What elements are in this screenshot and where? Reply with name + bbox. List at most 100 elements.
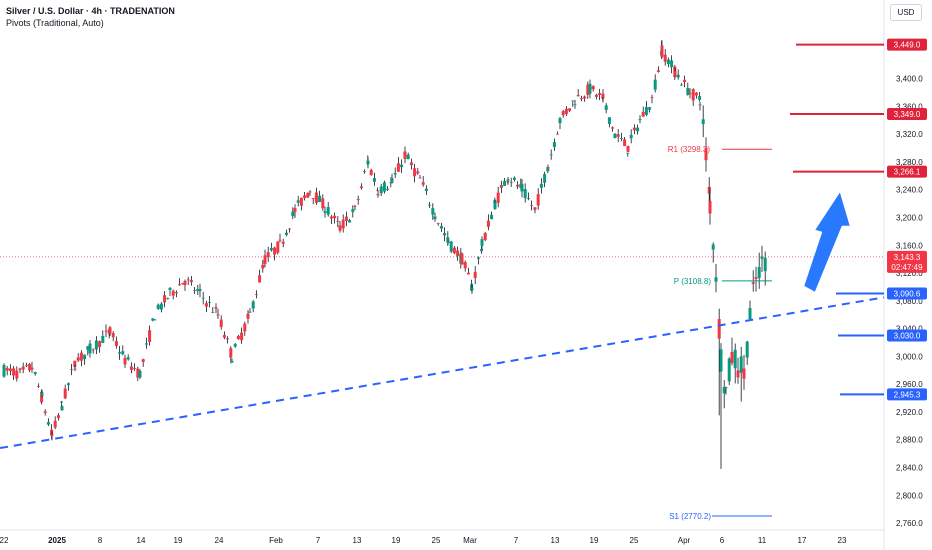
x-tick-label: 19 [590,536,599,545]
candle-body [591,86,595,90]
candle-body [698,96,702,100]
x-tick-label: 25 [432,536,441,545]
candle-body [118,352,122,354]
candle-body [24,364,28,366]
candle-body [403,151,407,159]
candle-body [546,167,550,168]
candle-body [701,119,705,125]
candle-body [760,256,764,259]
symbol-title[interactable]: Silver / U.S. Dollar · 4h · TRADENATION [6,6,175,16]
level-price-tag [887,38,927,51]
candle-body [446,237,450,242]
candle-body [288,228,292,230]
candle-body [266,252,270,258]
level-price-label: 3,349.0 [894,110,921,119]
candle-body [503,180,507,186]
candle-body [356,199,360,201]
candle-body [483,233,487,240]
candle-body [281,241,285,244]
y-tick-label: 3,040.0 [896,325,923,334]
candle-body [333,215,337,219]
candle-body [579,98,583,100]
candle-body [673,71,677,77]
level-price-tag [887,287,927,300]
candle-body [83,354,87,360]
candle-body [261,264,265,269]
candle-body [273,247,277,255]
candle-body [533,207,537,210]
candle-body [56,415,60,419]
candle-body [493,201,497,210]
candle-body [341,219,345,229]
candle-body [98,341,102,347]
candle-body [76,357,80,361]
candle-body [86,346,90,350]
candle-body [571,100,575,102]
candle-body [151,318,155,321]
x-tick-label: 24 [215,536,224,545]
candle-body [573,104,577,106]
candle-body [219,319,223,328]
candle-body [363,171,367,173]
candle-body [757,267,761,279]
candle-body [707,186,711,194]
candle-body [94,340,98,350]
candle-body [588,83,592,94]
indicator-legend[interactable]: Pivots (Traditional, Auto) [6,18,104,28]
candle-body [60,406,64,411]
candle-body [258,275,262,283]
x-tick-label: 17 [798,536,807,545]
candle-body [138,370,142,378]
current-price-label: 3,143.3 [894,253,921,262]
candle-body [233,344,237,347]
candle-body [226,338,230,340]
candle-body [473,271,477,278]
candle-body [246,313,250,319]
candle-body [686,88,690,95]
candle-body [641,111,645,117]
y-tick-label: 3,160.0 [896,241,923,250]
candle-body [636,127,640,132]
candle-body [136,368,140,378]
candle-body [174,292,178,294]
candle-body [43,411,47,413]
candle-body [486,220,490,227]
candle-body [751,282,755,284]
candle-body [386,188,390,190]
candle-body [222,335,226,338]
candle-body [616,134,620,137]
candle-body [629,134,633,139]
candle-body [123,358,127,365]
candle-body [648,107,652,110]
x-tick-label: 19 [392,536,401,545]
candle-body [293,208,297,212]
candle-body [193,290,197,291]
candle-body [108,327,112,334]
candle-body [166,297,170,299]
x-tick-label: 2025 [48,536,66,545]
candle-body [243,323,247,332]
candle-body [704,147,708,161]
candle-body [299,197,303,206]
currency-button[interactable]: USD [890,4,922,21]
x-tick-label: Feb [269,536,283,545]
candle-body [745,341,749,358]
candle-body [653,79,657,90]
candle-body [79,352,83,361]
candle-body [763,257,767,272]
candle-body [470,288,474,290]
x-tick-label: Mar [463,536,477,545]
candle-body [428,204,432,206]
candle-body [336,220,340,222]
candle-body [742,368,746,379]
candle-body [344,216,348,221]
candle-body [543,174,547,183]
candle-body [18,368,22,370]
candle-body [376,189,380,191]
candle-body [446,240,450,243]
candle-body [141,359,145,363]
candle-body [379,186,383,194]
candle-body [421,182,425,185]
